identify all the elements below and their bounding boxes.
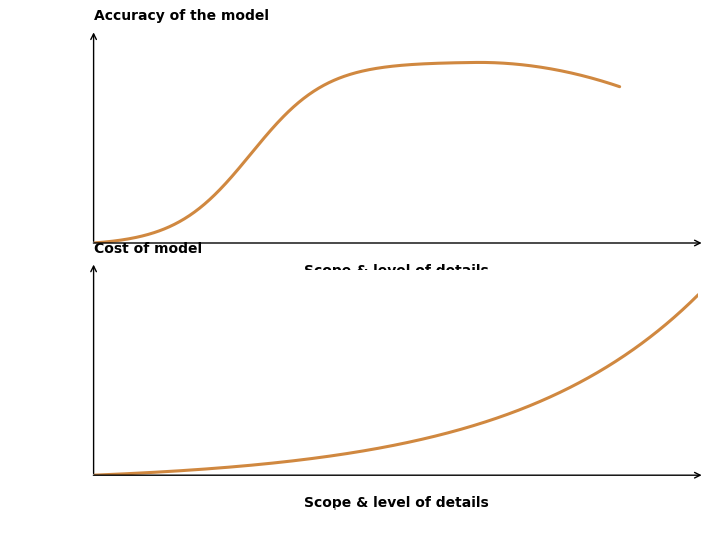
Text: Cost of model: Cost of model xyxy=(94,241,202,255)
Text: Bilkent University - IE 324 Simulation: Bilkent University - IE 324 Simulation xyxy=(199,508,521,523)
Text: Scope & level of details: Scope & level of details xyxy=(304,264,488,278)
Text: Accuracy of the model: Accuracy of the model xyxy=(94,9,269,23)
Text: Scope & level of details: Scope & level of details xyxy=(304,496,488,510)
